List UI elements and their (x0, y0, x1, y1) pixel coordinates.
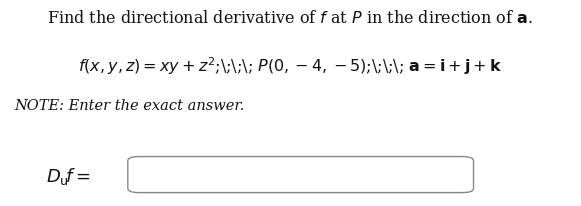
Text: $D_\mathrm{u}\!f =$: $D_\mathrm{u}\!f =$ (46, 166, 90, 187)
FancyBboxPatch shape (128, 157, 474, 193)
Text: NOTE: Enter the exact answer.: NOTE: Enter the exact answer. (15, 99, 245, 113)
Text: Find the directional derivative of $f$ at $P$ in the direction of $\mathbf{a}$.: Find the directional derivative of $f$ a… (48, 10, 533, 27)
Text: $f(x, y, z) = xy + z^2$;\;\;\; $P(0, -4, -5)$;\;\;\; $\mathbf{a} = \mathbf{i} + : $f(x, y, z) = xy + z^2$;\;\;\; $P(0, -4,… (78, 56, 503, 77)
